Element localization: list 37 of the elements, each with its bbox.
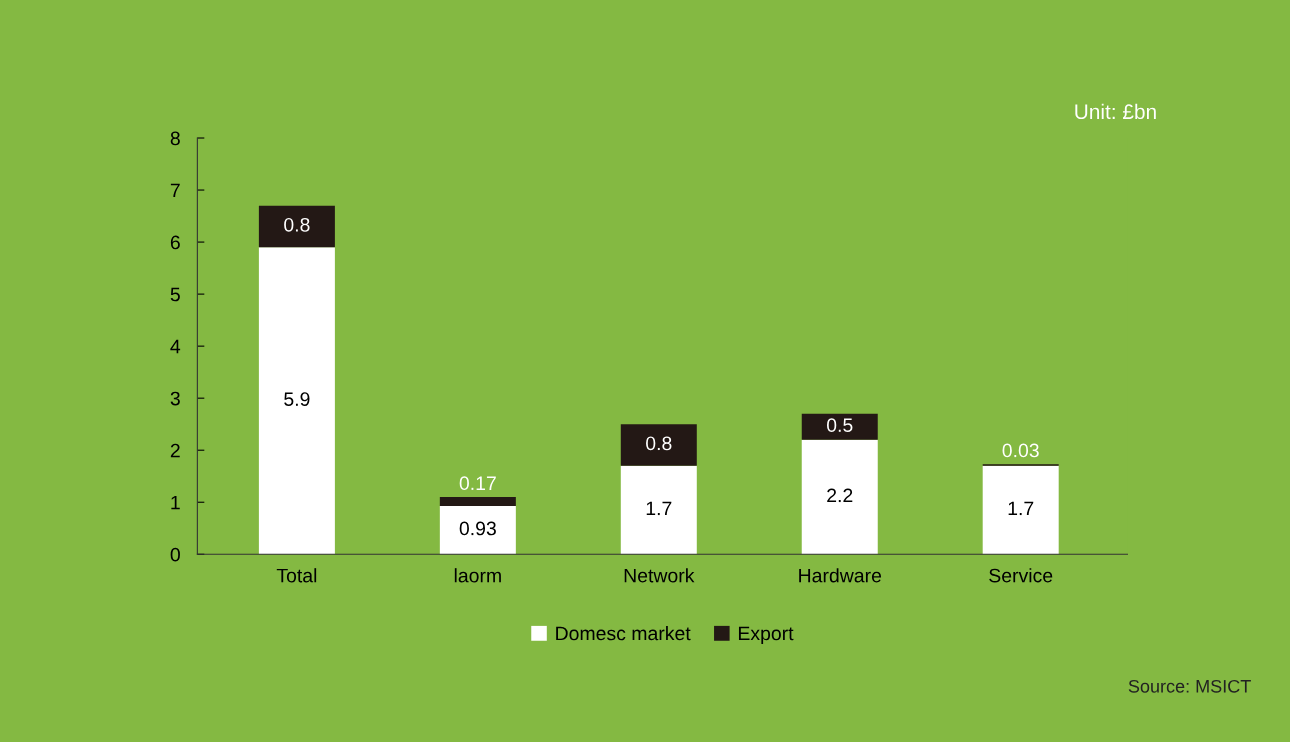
data-label: 0.03: [1002, 443, 1039, 458]
legend-label: Export: [738, 626, 794, 645]
data-label: 1.7: [1008, 501, 1034, 516]
data-label: 0.17: [459, 476, 496, 491]
data-label: 0.5: [826, 418, 853, 433]
bar: [439, 505, 516, 555]
bar: [258, 247, 335, 555]
data-label: 0.8: [284, 217, 310, 232]
data-label: 0.93: [459, 521, 496, 536]
bar: [801, 413, 878, 440]
bar: [801, 439, 878, 555]
x-tick-label: Service: [989, 568, 1053, 583]
y-tick-label: 7: [170, 183, 180, 198]
y-tick-label: 8: [170, 131, 180, 146]
x-tick-label: Hardware: [799, 568, 882, 583]
data-label: 1.7: [646, 501, 672, 516]
y-tick-label: 4: [170, 339, 181, 354]
data-label: 5.9: [284, 392, 310, 406]
bar: [620, 424, 697, 466]
legend-label: Domesc market: [556, 625, 691, 641]
data-label: 0.8: [646, 436, 672, 451]
bar: [439, 497, 516, 506]
bar: [258, 205, 335, 248]
y-tick-label: 6: [170, 235, 180, 250]
x-tick-label: Network: [624, 568, 695, 583]
bar: [982, 465, 1059, 555]
data-label: 2.2: [827, 488, 853, 503]
bar: [620, 465, 697, 555]
y-tick-label: 0: [170, 547, 180, 562]
y-tick-label: 3: [170, 391, 180, 406]
y-tick-label: 2: [170, 443, 180, 458]
x-tick-label: laorm: [454, 568, 501, 583]
x-tick-label: Total: [276, 568, 317, 583]
source-note: Source: MSICT: [1128, 679, 1251, 693]
text: Unit: £bn: [1075, 103, 1156, 120]
y-tick-label: 5: [170, 287, 180, 302]
y-tick-label: 1: [171, 495, 180, 510]
